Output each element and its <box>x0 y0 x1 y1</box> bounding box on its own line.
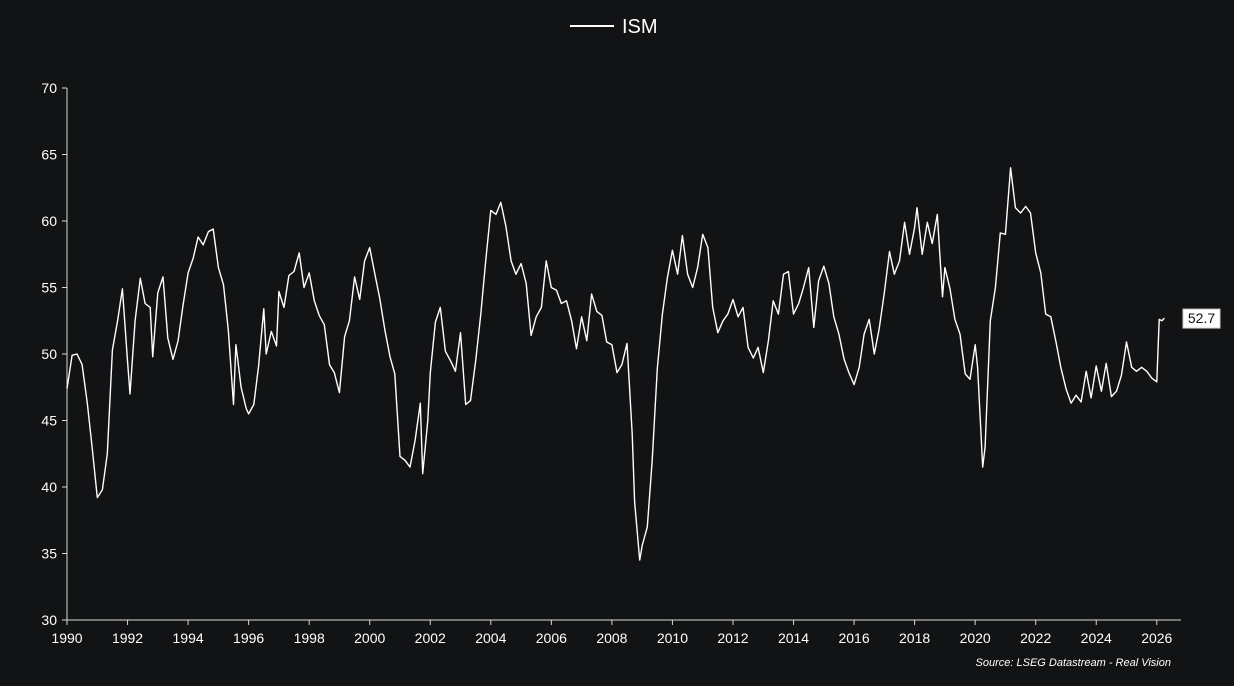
y-tick-label: 40 <box>41 479 57 495</box>
y-tick-label: 45 <box>41 413 57 429</box>
x-tick-label: 2006 <box>536 630 567 646</box>
y-axis: 30 35 40 45 50 55 60 65 70 <box>41 80 68 628</box>
last-value-box <box>1182 308 1221 329</box>
source-note: Source: LSEG Datastream - Real Vision <box>976 657 1171 669</box>
x-tick-label: 2024 <box>1081 630 1112 646</box>
x-tick-label: 1998 <box>294 630 325 646</box>
x-tick-label: 1996 <box>233 630 264 646</box>
x-tick-label: 2018 <box>899 630 930 646</box>
x-tick-label: 2004 <box>475 630 506 646</box>
x-tick-label: 2010 <box>657 630 688 646</box>
y-tick-label: 65 <box>41 147 57 163</box>
x-axis: 1990 1992 1994 1996 1998 2000 2002 2004 2006 2008… <box>51 619 1181 646</box>
last-value-text: 52.7 <box>1188 310 1215 326</box>
y-tick-label: 70 <box>41 80 57 96</box>
x-tick-label: 2026 <box>1141 630 1172 646</box>
series-line-ism <box>66 167 1165 561</box>
y-tick-label: 55 <box>41 280 57 296</box>
last-value-label: 52.7 <box>1182 308 1221 329</box>
y-tick-label: 50 <box>41 346 57 362</box>
x-tick-label: 2014 <box>778 630 809 646</box>
x-tick-label: 1990 <box>51 630 82 646</box>
x-tick-label: 2002 <box>415 630 446 646</box>
x-tick-label: 2016 <box>838 630 869 646</box>
legend-label-ism: ISM <box>622 16 658 38</box>
legend: ISM <box>570 16 658 38</box>
x-tick-label: 2000 <box>354 630 385 646</box>
x-tick-label: 1994 <box>173 630 204 646</box>
y-tick-label: 30 <box>41 612 57 628</box>
x-tick-label: 2012 <box>717 630 748 646</box>
x-tick-label: 2008 <box>596 630 627 646</box>
x-tick-label: 1992 <box>112 630 143 646</box>
x-tick-label: 2020 <box>960 630 991 646</box>
y-tick-label: 35 <box>41 546 57 562</box>
y-tick-label: 60 <box>41 213 57 229</box>
x-tick-label: 2022 <box>1020 630 1051 646</box>
